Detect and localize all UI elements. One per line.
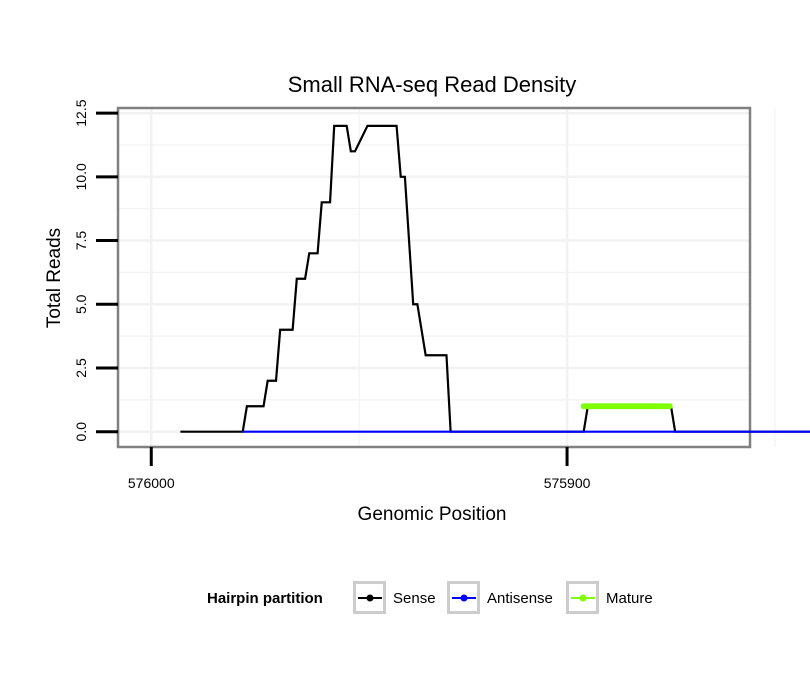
legend-key-point <box>579 594 587 602</box>
legend: Hairpin partition Sense Antisense Mature <box>207 581 653 614</box>
x-tick-label: 575900 <box>544 475 591 491</box>
mature-point <box>666 403 673 410</box>
legend-key-point <box>460 594 468 602</box>
chart-title: Small RNA-seq Read Density <box>288 72 577 97</box>
y-tick-label: 5.0 <box>73 294 89 314</box>
series-layer <box>180 124 810 433</box>
legend-label-sense: Sense <box>393 590 436 607</box>
y-tick-label: 12.5 <box>73 99 89 126</box>
grid-lines <box>118 108 776 447</box>
y-tick-label: 2.5 <box>73 358 89 378</box>
y-tick-label: 0.0 <box>73 422 89 442</box>
x-axis-label: Genomic Position <box>358 504 507 525</box>
y-tick-label: 7.5 <box>73 231 89 251</box>
legend-label-mature: Mature <box>606 590 653 607</box>
plot-panel-border <box>116 106 752 449</box>
legend-key-point <box>366 594 374 602</box>
x-tick-label: 576000 <box>128 475 175 491</box>
legend-title: Hairpin partition <box>207 590 323 607</box>
x-axis: 576000575900575800 <box>128 447 591 491</box>
series-line-sense <box>180 124 810 433</box>
y-axis-label: Total Reads <box>44 228 65 328</box>
legend-label-antisense: Antisense <box>487 590 553 607</box>
y-axis: 0.0 2.5 5.0 7.5 10.0 12.5 <box>73 99 118 441</box>
y-tick-label: 10.0 <box>73 163 89 190</box>
